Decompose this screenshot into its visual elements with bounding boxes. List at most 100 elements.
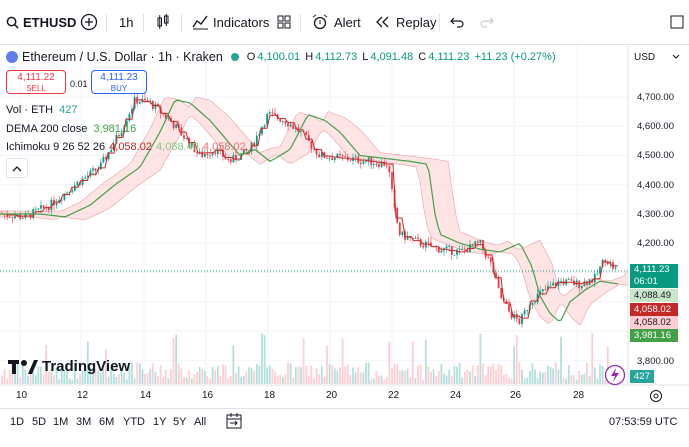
currency-selector[interactable]: USD [634, 52, 680, 63]
volume-bar [167, 378, 170, 384]
candle-body [372, 163, 375, 165]
candle-body [570, 279, 573, 281]
chart-type-button[interactable] [156, 0, 170, 44]
candle-body [102, 156, 105, 163]
tradingview-icon [8, 359, 38, 374]
volume-bar [336, 370, 339, 384]
candle-body [105, 156, 107, 160]
interval-button[interactable]: 1h [119, 14, 134, 30]
volume-bar [227, 378, 230, 384]
layouts-button[interactable] [277, 0, 291, 44]
volume-bar [32, 371, 35, 384]
range-button-6m[interactable]: 6M [99, 416, 115, 428]
time-tick: 20 [326, 390, 338, 401]
candle-body [125, 120, 128, 127]
candle-body [63, 193, 66, 200]
volume-bar [92, 368, 94, 384]
replay-button[interactable]: Replay [376, 0, 436, 44]
volume-bar [596, 378, 599, 384]
candle-body [466, 249, 469, 253]
candle-body [456, 249, 458, 255]
candle-body [203, 153, 206, 157]
range-button-1m[interactable]: 1M [53, 416, 69, 428]
volume-bar [344, 366, 347, 384]
candle-body [521, 314, 523, 324]
candle-body [341, 155, 344, 157]
time-tick: 18 [264, 390, 276, 401]
compare-button[interactable] [80, 0, 98, 44]
candle-body [500, 287, 503, 299]
range-button-1y[interactable]: 1Y [153, 416, 167, 428]
range-button-3m[interactable]: 3M [76, 416, 92, 428]
candle-body [34, 208, 37, 210]
candle-body [580, 286, 583, 289]
volume-bar [1, 375, 3, 384]
candle-body [396, 207, 399, 223]
buy-button[interactable]: 4,111.23 BUY [91, 70, 147, 94]
volume-bar [515, 335, 518, 384]
alert-button[interactable]: Alert [312, 0, 361, 44]
volume-bar [255, 363, 258, 384]
candle-body [21, 217, 24, 219]
candle-body [229, 159, 232, 162]
collapse-legend-button[interactable] [6, 158, 28, 178]
volume-bar [229, 375, 232, 384]
volume-bar [19, 377, 22, 384]
tradingview-logo[interactable]: TradingView [8, 358, 130, 375]
price-chart[interactable] [0, 45, 689, 407]
volume-bar [339, 367, 341, 384]
redo-button[interactable] [480, 0, 494, 44]
candle-body [479, 239, 482, 243]
candle-body [227, 158, 230, 160]
ichimoku-base-badge: 4,058.02 [630, 303, 678, 316]
chevron-down-icon [672, 54, 680, 59]
price-tick: 4,400.00 [637, 180, 674, 191]
volume-bar [409, 377, 412, 384]
lightning-icon[interactable] [604, 364, 626, 386]
ichimoku-legend[interactable]: Ichimoku 9 26 52 26 4,058.02 4,088.49 4,… [6, 141, 246, 153]
dema-legend[interactable]: DEMA 200 close 3,981.16 [6, 123, 137, 135]
candle-body [365, 160, 367, 162]
volume-bar [528, 371, 531, 384]
volume-bar [575, 379, 578, 384]
volume-bar [435, 375, 438, 384]
undo-button[interactable] [450, 0, 464, 44]
candle-body [14, 216, 16, 219]
symbol-search[interactable]: ETHUSD [6, 0, 76, 44]
divider [439, 14, 440, 32]
sell-button[interactable]: 4,111.22 SELL [6, 70, 66, 94]
price-tick: 4,300.00 [637, 209, 674, 220]
volume-bar [484, 375, 487, 384]
volume-bar [180, 368, 183, 384]
candle-body [523, 310, 526, 315]
range-button-5d[interactable]: 5D [32, 416, 47, 428]
ichimoku-tenkan-line [0, 99, 618, 319]
volume-bar [216, 366, 219, 384]
time-tick: 12 [77, 390, 89, 401]
volume-bar [326, 345, 328, 384]
date-range-icon[interactable] [225, 412, 243, 430]
volume-legend[interactable]: Vol · ETH 427 [6, 104, 78, 116]
range-button-5y[interactable]: 5Y [173, 416, 187, 428]
candle-body [274, 113, 276, 115]
volume-bar [297, 366, 300, 384]
fullscreen-button[interactable] [670, 0, 684, 44]
volume-bar [266, 367, 269, 384]
volume-bar [45, 345, 48, 384]
utc-clock[interactable]: 07:53:59 UTC [609, 416, 678, 428]
range-button-1d[interactable]: 1D [10, 416, 25, 428]
volume-bar [380, 375, 383, 384]
settings-icon[interactable] [649, 389, 663, 403]
candle-body [398, 222, 401, 235]
indicators-button[interactable]: Indicators [192, 0, 269, 44]
range-button-all[interactable]: All [194, 416, 207, 428]
range-button-ytd[interactable]: YTD [123, 416, 145, 428]
candle-body [248, 150, 250, 152]
candle-body [185, 138, 188, 139]
volume-bar [146, 372, 149, 384]
volume-bar [112, 373, 115, 384]
undo-icon [450, 17, 464, 28]
candle-body [510, 311, 513, 319]
candle-body [593, 274, 596, 283]
volume-bar [437, 370, 440, 384]
